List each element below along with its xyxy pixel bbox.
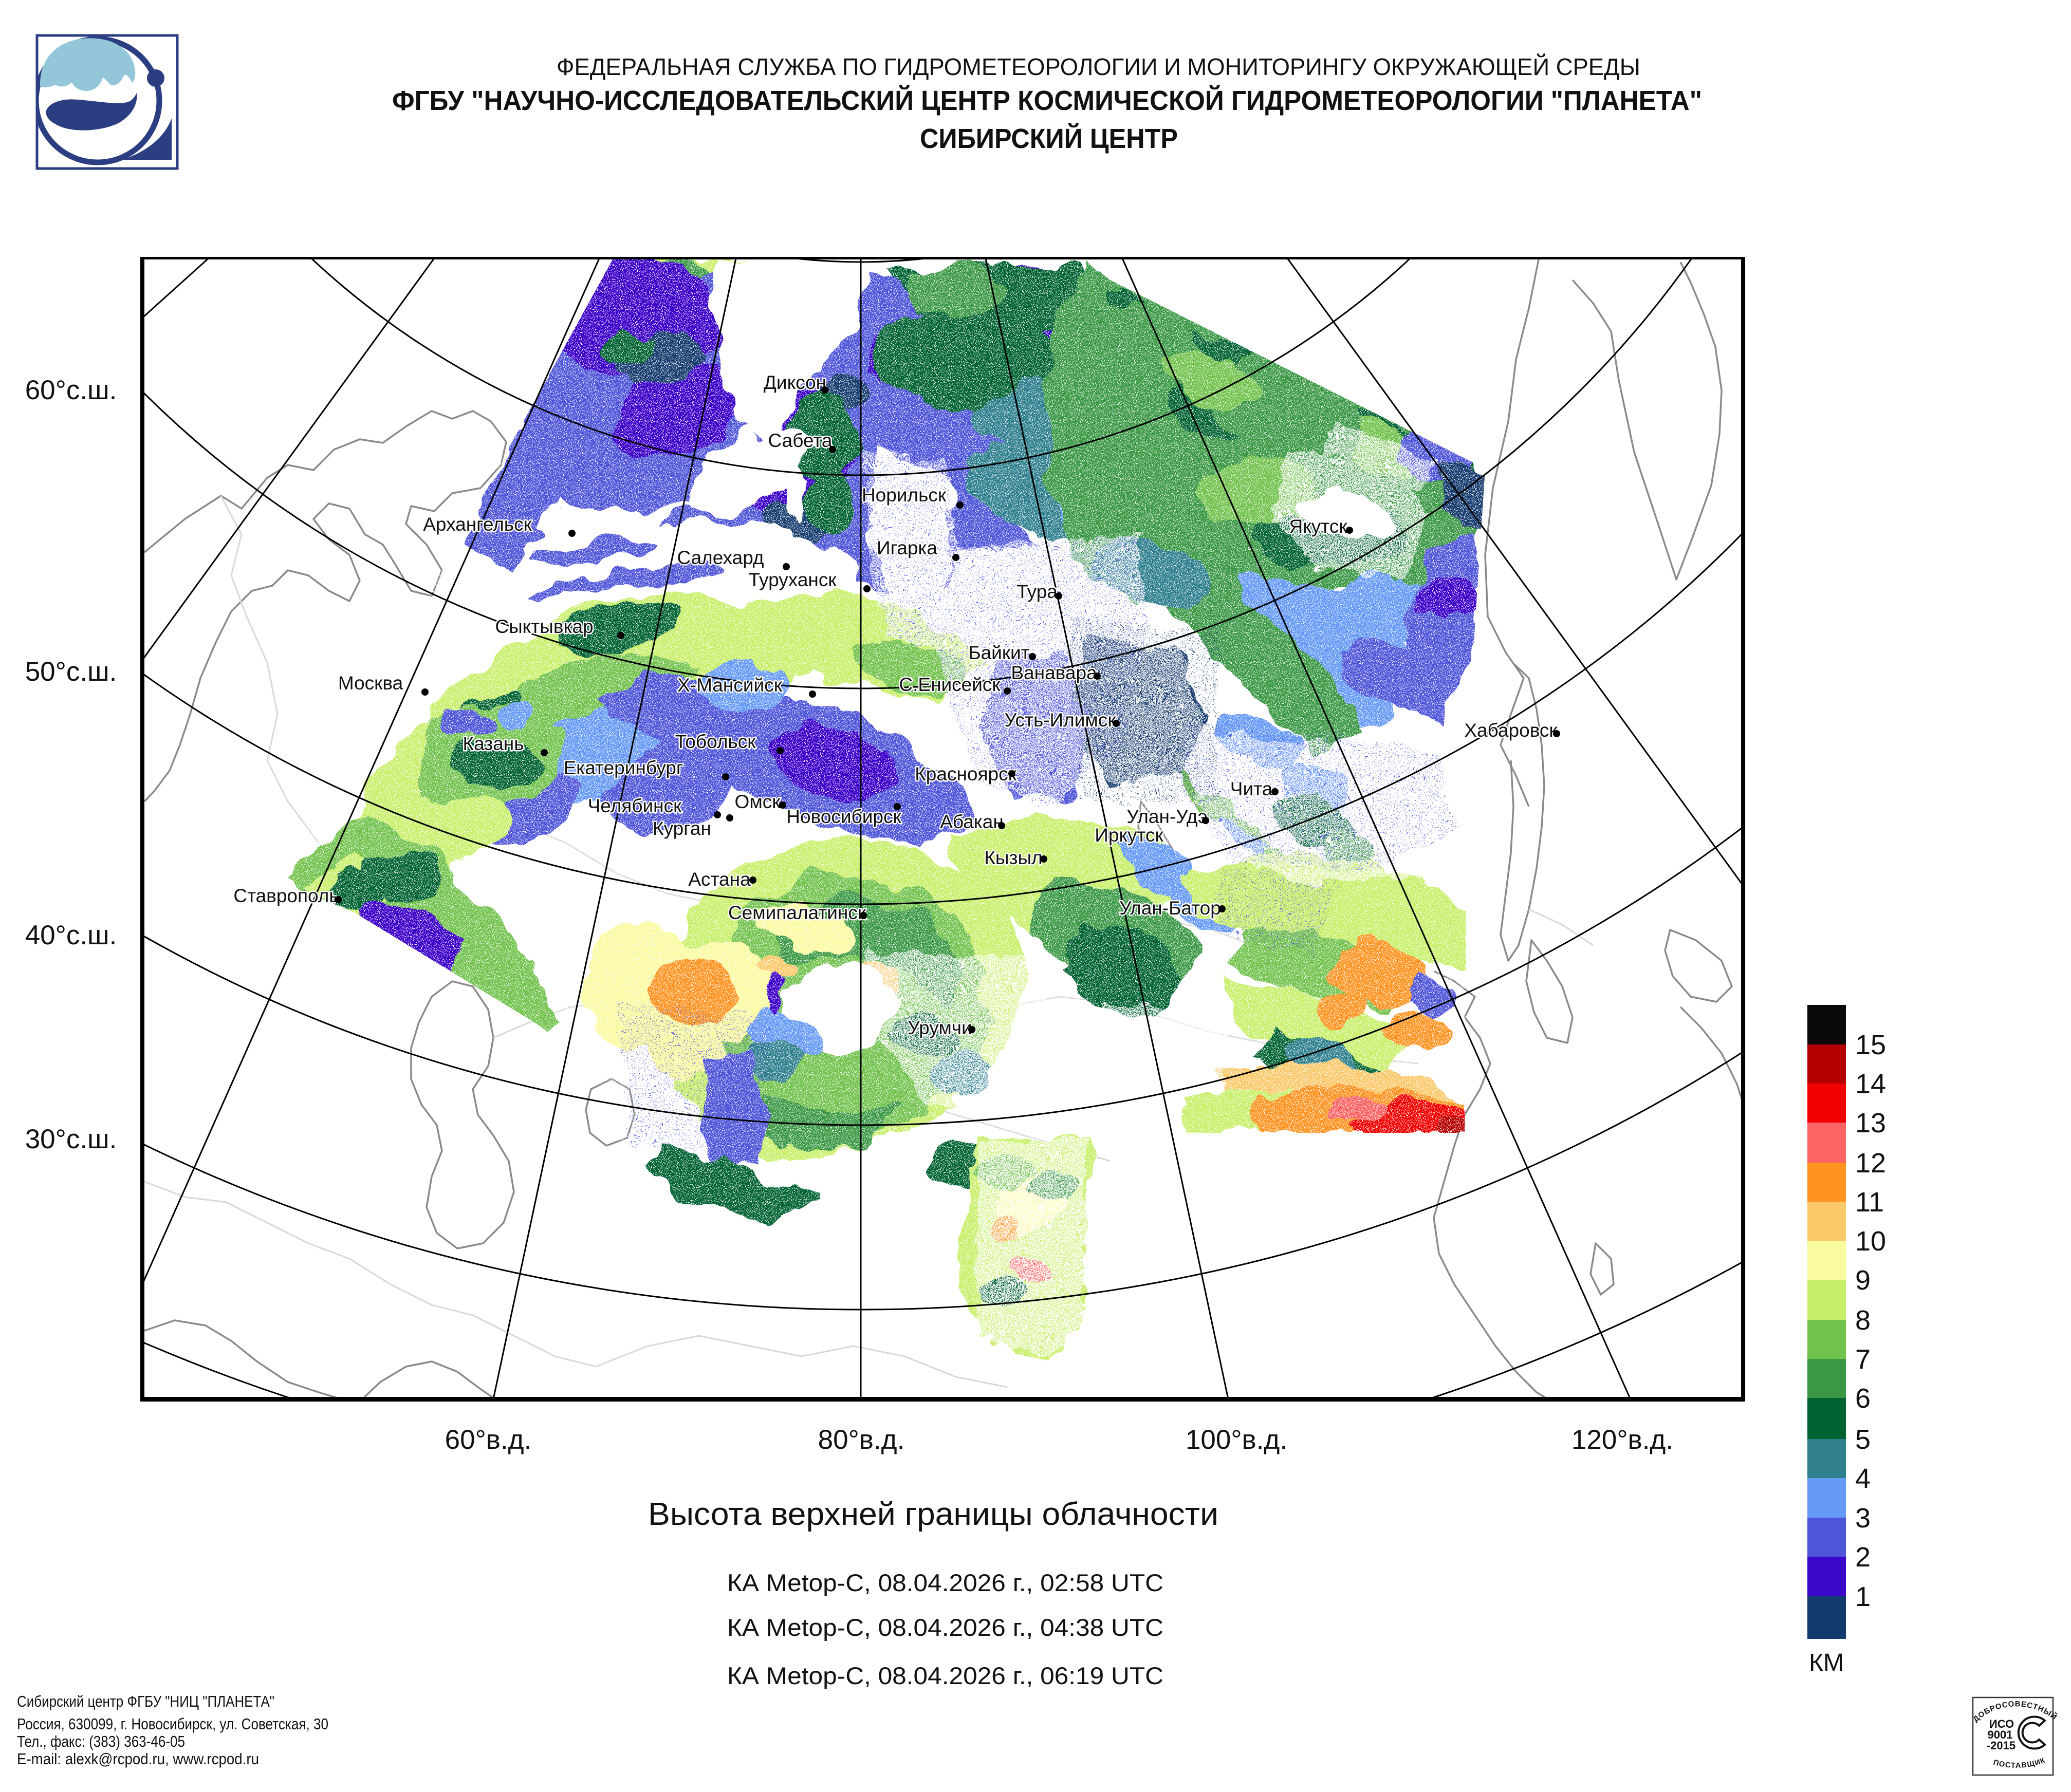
svg-text:С.Енисейск: С.Енисейск xyxy=(899,674,1001,695)
svg-text:КА Metop-C, 08.04.2026 г., 04:: КА Metop-C, 08.04.2026 г., 04:38 UTC xyxy=(727,1614,1163,1641)
svg-text:Салехард: Салехард xyxy=(677,547,764,568)
svg-text:Усть-Илимск: Усть-Илимск xyxy=(1004,710,1116,731)
svg-text:Челябинск: Челябинск xyxy=(588,795,682,816)
svg-text:40°с.ш.: 40°с.ш. xyxy=(25,920,117,950)
svg-text:Москва: Москва xyxy=(338,673,403,694)
svg-text:11: 11 xyxy=(1855,1187,1884,1218)
svg-text:-2015: -2015 xyxy=(1987,1739,2015,1752)
svg-text:60°в.д.: 60°в.д. xyxy=(445,1425,532,1455)
svg-text:Архангельск: Архангельск xyxy=(423,514,532,535)
svg-text:Сибирский центр ФГБУ "НИЦ "ПЛА: Сибирский центр ФГБУ "НИЦ "ПЛАНЕТА" xyxy=(17,1692,274,1710)
svg-text:Россия, 630099, г. Новосибирск: Россия, 630099, г. Новосибирск, ул. Сове… xyxy=(17,1715,328,1733)
svg-text:12: 12 xyxy=(1855,1148,1886,1179)
svg-text:8: 8 xyxy=(1855,1305,1871,1336)
svg-text:Байкит: Байкит xyxy=(968,642,1029,663)
svg-text:Кызыл: Кызыл xyxy=(984,847,1042,868)
svg-text:Тел., факс: (383) 363-46-05: Тел., факс: (383) 363-46-05 xyxy=(17,1732,185,1750)
svg-text:Екатеринбург: Екатеринбург xyxy=(564,757,683,778)
svg-text:Чита: Чита xyxy=(1230,778,1273,799)
svg-text:КМ: КМ xyxy=(1809,1649,1844,1676)
svg-text:7: 7 xyxy=(1855,1344,1871,1375)
svg-text:3: 3 xyxy=(1855,1503,1871,1534)
svg-text:Тура: Тура xyxy=(1016,581,1058,602)
svg-text:Абакан: Абакан xyxy=(940,811,1004,832)
svg-text:1: 1 xyxy=(1855,1581,1871,1612)
svg-text:Омск: Омск xyxy=(735,791,781,812)
svg-text:15: 15 xyxy=(1855,1030,1886,1060)
svg-text:2: 2 xyxy=(1855,1542,1871,1573)
svg-text:Тобольск: Тобольск xyxy=(675,731,756,752)
svg-text:30°с.ш.: 30°с.ш. xyxy=(25,1124,117,1154)
svg-text:Игарка: Игарка xyxy=(877,537,937,558)
svg-text:КА Metop-C, 08.04.2026 г., 06:: КА Metop-C, 08.04.2026 г., 06:19 UTC xyxy=(727,1662,1163,1689)
svg-text:9001: 9001 xyxy=(1988,1728,2013,1741)
svg-text:КА Metop-C, 08.04.2026 г., 02:: КА Metop-C, 08.04.2026 г., 02:58 UTC xyxy=(727,1569,1163,1596)
svg-text:Диксон: Диксон xyxy=(764,372,826,393)
svg-text:ФЕДЕРАЛЬНАЯ СЛУЖБА ПО ГИДРОМЕТ: ФЕДЕРАЛЬНАЯ СЛУЖБА ПО ГИДРОМЕТЕОРОЛОГИИ … xyxy=(557,53,1640,80)
svg-text:ИСО: ИСО xyxy=(1989,1718,2014,1730)
svg-text:Сыктывкар: Сыктывкар xyxy=(495,616,593,637)
svg-text:Улан-Батор: Улан-Батор xyxy=(1119,898,1221,919)
svg-text:Иркутск: Иркутск xyxy=(1095,825,1163,846)
svg-text:14: 14 xyxy=(1855,1069,1886,1099)
svg-text:Сабета: Сабета xyxy=(768,430,833,451)
svg-text:9: 9 xyxy=(1855,1265,1871,1296)
svg-text:Казань: Казань xyxy=(463,733,524,754)
svg-text:Астана: Астана xyxy=(688,869,751,890)
svg-text:Новосибирск: Новосибирск xyxy=(786,806,901,827)
svg-text:ФГБУ "НАУЧНО-ИССЛЕДОВАТЕЛЬСКИЙ: ФГБУ "НАУЧНО-ИССЛЕДОВАТЕЛЬСКИЙ ЦЕНТР КОС… xyxy=(392,85,1702,116)
svg-text:Семипалатинск: Семипалатинск xyxy=(728,902,866,923)
svg-text:E-mail: alexk@rcpod.ru, www.rc: E-mail: alexk@rcpod.ru, www.rcpod.ru xyxy=(17,1750,259,1768)
svg-text:Хабаровск: Хабаровск xyxy=(1464,720,1558,741)
svg-text:Ванавара: Ванавара xyxy=(1011,662,1097,683)
svg-text:СИБИРСКИЙ ЦЕНТР: СИБИРСКИЙ ЦЕНТР xyxy=(920,123,1178,154)
svg-text:50°с.ш.: 50°с.ш. xyxy=(25,657,117,687)
svg-text:Ставрополь: Ставрополь xyxy=(233,885,339,906)
svg-text:Высота верхней границы облачно: Высота верхней границы облачности xyxy=(648,1497,1218,1532)
svg-text:Урумчи: Урумчи xyxy=(908,1017,972,1038)
svg-text:13: 13 xyxy=(1855,1108,1886,1138)
svg-text:6: 6 xyxy=(1855,1383,1871,1414)
svg-text:100°в.д.: 100°в.д. xyxy=(1186,1425,1287,1455)
svg-text:Норильск: Норильск xyxy=(862,484,947,506)
svg-text:10: 10 xyxy=(1855,1226,1886,1257)
svg-text:Улан-Удэ: Улан-Удэ xyxy=(1126,806,1207,827)
svg-text:Х-Мансийск: Х-Мансийск xyxy=(677,675,783,696)
svg-text:Курган: Курган xyxy=(653,818,711,839)
svg-text:5: 5 xyxy=(1855,1424,1871,1455)
svg-text:120°в.д.: 120°в.д. xyxy=(1571,1425,1673,1455)
svg-text:80°в.д.: 80°в.д. xyxy=(818,1425,905,1455)
svg-text:4: 4 xyxy=(1855,1463,1871,1494)
svg-text:Красноярск: Красноярск xyxy=(915,763,1016,785)
svg-text:Туруханск: Туруханск xyxy=(748,569,837,590)
svg-text:Якутск: Якутск xyxy=(1289,516,1347,537)
svg-text:60°с.ш.: 60°с.ш. xyxy=(25,375,117,405)
